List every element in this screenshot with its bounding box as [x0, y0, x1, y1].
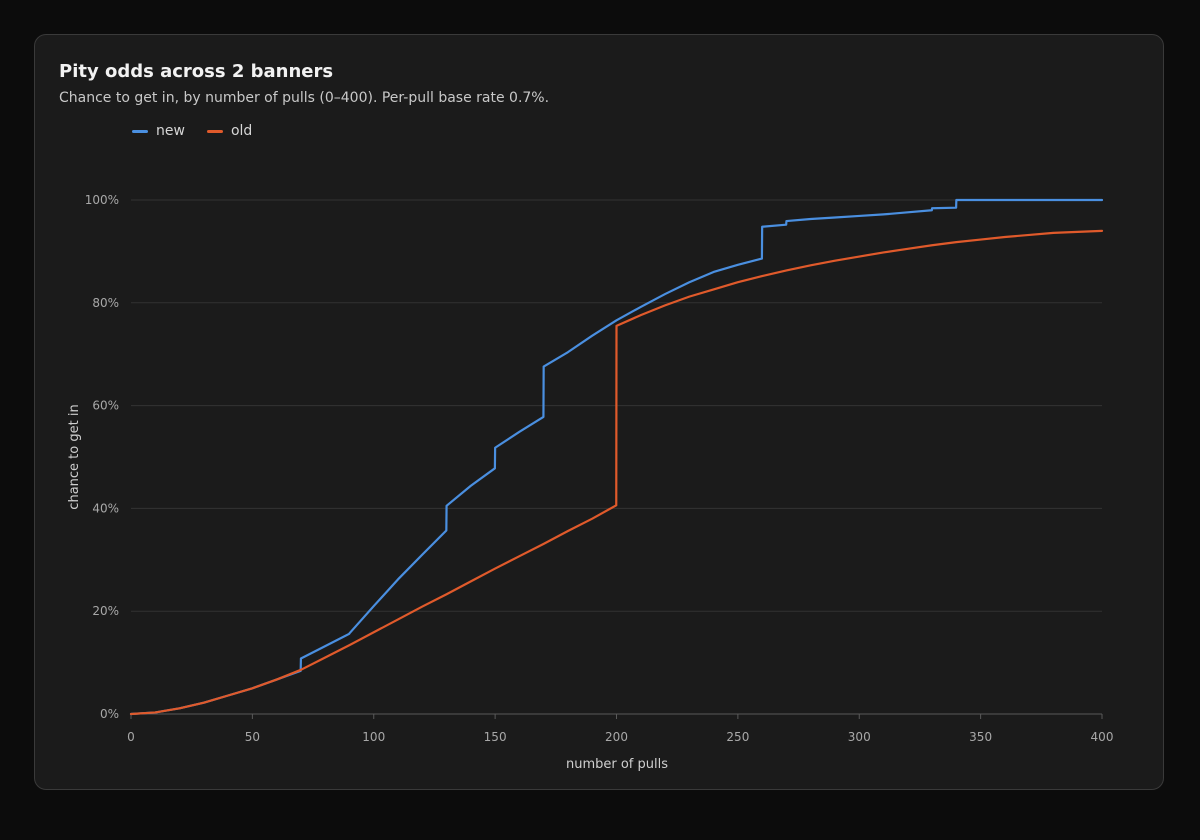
x-tick-label: 50	[245, 730, 260, 744]
legend-item-new[interactable]: new	[132, 123, 185, 139]
grid-lines	[131, 199, 1102, 715]
chart-legend: new old	[132, 123, 274, 139]
x-tick-label: 300	[848, 730, 871, 744]
x-tick-label: 0	[127, 730, 135, 744]
x-tick-label: 150	[484, 730, 507, 744]
chart-title: Pity odds across 2 banners	[59, 61, 334, 82]
y-tick-label: 60%	[92, 399, 119, 413]
series-line-old[interactable]	[129, 229, 1104, 716]
legend-item-old[interactable]: old	[206, 123, 253, 139]
x-tick-label: 400	[1091, 730, 1114, 744]
legend-label-old: old	[230, 123, 253, 139]
legend-label-new: new	[156, 123, 185, 139]
y-tick-label: 40%	[92, 501, 119, 515]
legend-swatch-new	[132, 129, 148, 133]
series-lines	[129, 198, 1104, 716]
axes: 0% 20% 40% 60% 80% 100% 0 50 100 150 200 250 300 350 4…	[85, 193, 1114, 744]
y-axis-label: chance to get in	[67, 404, 82, 509]
y-tick-label: 80%	[92, 296, 119, 310]
y-tick-label: 100%	[85, 193, 119, 207]
x-tick-label: 350	[969, 730, 992, 744]
x-axis-label: number of pulls	[566, 757, 668, 772]
legend-swatch-old	[206, 129, 223, 133]
x-tick-label: 200	[605, 730, 628, 744]
x-tick-label: 100	[362, 730, 385, 744]
y-tick-label: 20%	[92, 604, 119, 618]
chart-subtitle: Chance to get in, by number of pulls (0–…	[59, 90, 550, 106]
x-tick-label: 250	[726, 730, 749, 744]
y-tick-label: 0%	[100, 707, 119, 721]
chart-card: Pity odds across 2 banners Chance to get…	[34, 34, 1164, 790]
series-line-new[interactable]	[129, 198, 1104, 716]
